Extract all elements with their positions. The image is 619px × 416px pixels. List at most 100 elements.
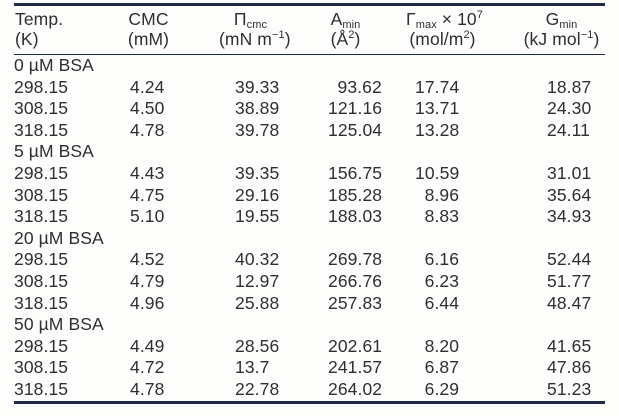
cell: 4.78: [130, 378, 165, 399]
section-row: 20 µM BSA: [14, 228, 605, 250]
table-row: 298.15 4.24 39.33 93.62 17.74 18.87: [14, 77, 605, 99]
cell: 52.44: [547, 249, 592, 270]
cell: 47.86: [547, 357, 592, 378]
cell: 308.15: [14, 270, 69, 291]
cell: 13.28: [415, 119, 460, 140]
cell: 8.96: [424, 184, 460, 205]
col-title: Amin: [330, 9, 361, 31]
col-unit: (K): [15, 29, 39, 49]
table-header: Temp. (K) CMC (mM) Πcmc (mN m−1) Amin (Å…: [14, 5, 605, 55]
col-header-a-min: Amin (Å2): [310, 5, 400, 55]
cell: 266.76: [328, 270, 383, 291]
cell: 298.15: [14, 335, 69, 356]
cell: 40.32: [235, 249, 280, 270]
cell: 188.03: [328, 206, 383, 227]
section-label: 5 µM BSA: [14, 141, 94, 162]
cell: 39.78: [235, 119, 280, 140]
cell: 39.33: [235, 76, 280, 97]
header-row: Temp. (K) CMC (mM) Πcmc (mN m−1) Amin (Å…: [14, 5, 605, 55]
cell: 4.52: [130, 249, 165, 270]
cell: 41.65: [547, 335, 592, 356]
cell: 308.15: [14, 357, 69, 378]
table-row: 308.15 4.79 12.97 266.76 6.23 51.77: [14, 271, 605, 293]
cell: 4.79: [130, 270, 165, 291]
col-unit: (kJ mol−1): [523, 29, 600, 49]
cell: 308.15: [14, 98, 69, 119]
col-unit: (Å2): [330, 29, 361, 49]
section-label: 0 µM BSA: [14, 55, 94, 75]
col-title: Temp.: [15, 9, 64, 29]
cell: 34.93: [547, 206, 592, 227]
cell: 4.96: [130, 292, 165, 313]
cell: 202.61: [328, 335, 383, 356]
table-row: 298.15 4.52 40.32 269.78 6.16 52.44: [14, 249, 605, 271]
cell: 17.74: [415, 76, 460, 97]
col-header-g-min: Gmin (kJ mol−1): [480, 5, 605, 55]
col-title: Γmax × 107: [406, 9, 483, 31]
cell: 39.35: [235, 162, 280, 183]
col-header-pi-cmc: Πcmc (mN m−1): [218, 5, 310, 55]
cell: 257.83: [328, 292, 383, 313]
cell: 25.88: [235, 292, 280, 313]
cell: 10.59: [415, 162, 460, 183]
cell: 22.78: [235, 378, 280, 399]
section-label: 50 µM BSA: [14, 314, 104, 335]
col-header-gamma-max: Γmax × 107 (mol/m2): [400, 5, 483, 55]
table-row: 308.15 4.50 38.89 121.16 13.71 24.30: [14, 98, 605, 120]
cell: 4.78: [130, 119, 165, 140]
cell: 308.15: [14, 184, 69, 205]
cell: 12.97: [235, 270, 280, 291]
cell: 28.56: [235, 335, 280, 356]
cell: 6.29: [424, 378, 460, 399]
col-unit: (mol/m2): [409, 29, 476, 49]
cell: 298.15: [14, 76, 69, 97]
cell: 24.30: [547, 98, 592, 119]
cell: 318.15: [14, 206, 69, 227]
col-title: CMC: [128, 9, 169, 29]
section-row: 50 µM BSA: [14, 314, 605, 336]
cell: 93.62: [337, 76, 382, 97]
cell: 298.15: [14, 162, 69, 183]
cell: 31.01: [547, 162, 592, 183]
cell: 298.15: [14, 249, 69, 270]
cell: 121.16: [328, 98, 383, 119]
cell: 13.7: [235, 357, 270, 378]
table-row: 318.15 4.96 25.88 257.83 6.44 48.47: [14, 293, 605, 315]
section-row: 0 µM BSA: [14, 55, 605, 77]
cell: 4.43: [130, 162, 165, 183]
cell: 29.16: [235, 184, 280, 205]
table-row: 308.15 4.75 29.16 185.28 8.96 35.64: [14, 185, 605, 207]
col-unit: (mM): [127, 29, 170, 49]
cell: 5.10: [130, 206, 165, 227]
table-row: 298.15 4.43 39.35 156.75 10.59 31.01: [14, 163, 605, 185]
cell: 6.44: [424, 292, 460, 313]
cell: 269.78: [328, 249, 383, 270]
col-header-cmc: CMC (mM): [124, 5, 218, 55]
table-row: 308.15 4.72 13.7 241.57 6.87 47.86: [14, 357, 605, 379]
surfactant-thermodynamics-table: Temp. (K) CMC (mM) Πcmc (mN m−1) Amin (Å…: [14, 3, 605, 404]
cell: 8.83: [424, 206, 460, 227]
col-title: Gmin: [545, 9, 578, 31]
cell: 48.47: [547, 292, 592, 313]
cell: 241.57: [328, 357, 383, 378]
cell: 38.89: [235, 98, 280, 119]
table-row: 318.15 4.78 22.78 264.02 6.29 51.23: [14, 379, 605, 402]
table-row: 298.15 4.49 28.56 202.61 8.20 41.65: [14, 336, 605, 358]
cell: 51.23: [547, 378, 592, 399]
cell: 318.15: [14, 378, 69, 399]
cell: 24.11: [547, 119, 591, 140]
cell: 4.75: [130, 184, 165, 205]
cell: 4.72: [130, 357, 165, 378]
cell: 6.16: [424, 249, 460, 270]
table-row: 318.15 5.10 19.55 188.03 8.83 34.93: [14, 206, 605, 228]
col-title: Πcmc: [233, 9, 268, 31]
cell: 318.15: [14, 292, 69, 313]
col-unit: (mN m−1): [219, 29, 291, 49]
section-row: 5 µM BSA: [14, 141, 605, 163]
cell: 156.75: [328, 162, 383, 183]
cell: 13.71: [415, 98, 460, 119]
cell: 185.28: [328, 184, 383, 205]
cell: 264.02: [328, 378, 383, 399]
table-row: 318.15 4.78 39.78 125.04 13.28 24.11: [14, 120, 605, 142]
